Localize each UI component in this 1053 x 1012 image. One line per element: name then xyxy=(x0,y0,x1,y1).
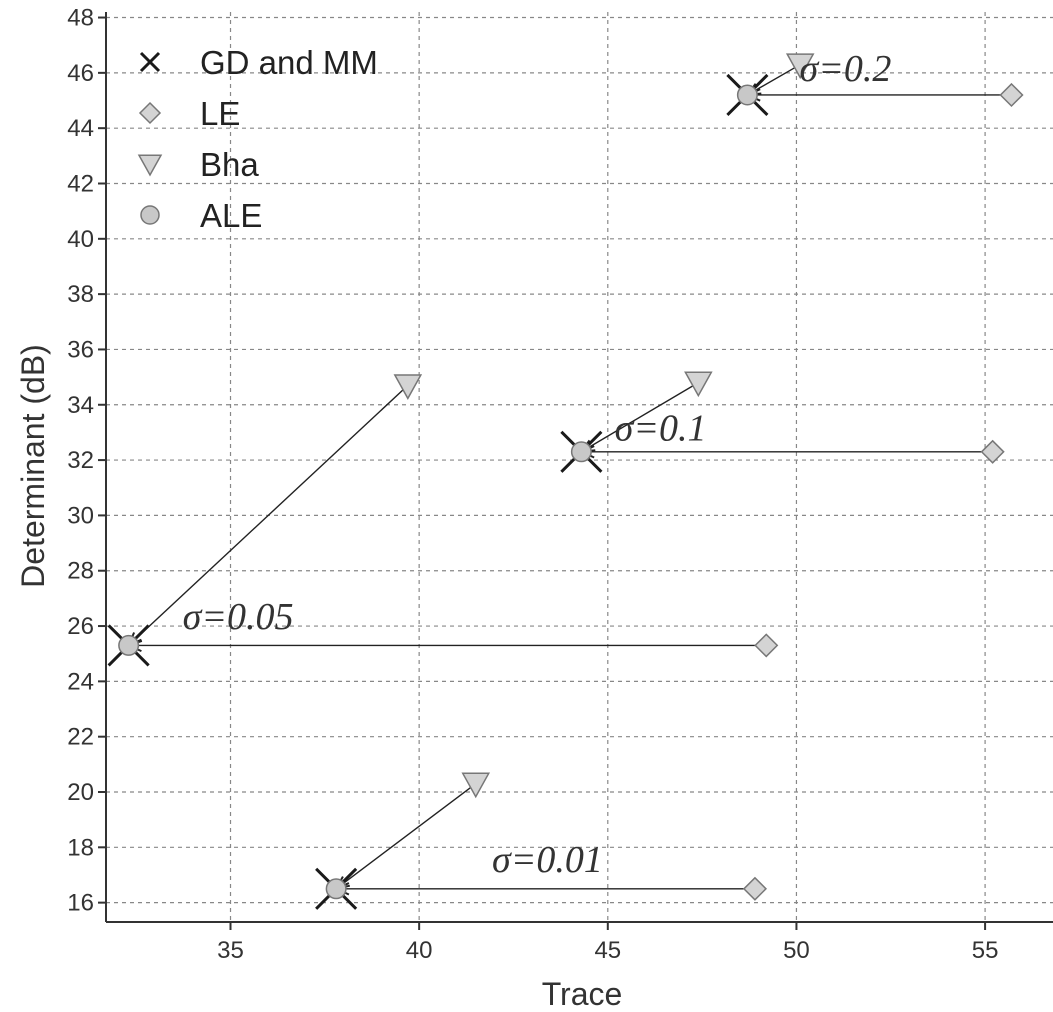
legend-label: Bha xyxy=(200,146,259,183)
legend-marker xyxy=(139,51,161,73)
point-bha xyxy=(785,53,815,80)
sigma-label: σ=0.1 xyxy=(615,408,707,450)
point-le xyxy=(999,82,1024,108)
connector-line xyxy=(581,382,699,453)
y-tick-label: 40 xyxy=(67,226,94,253)
grid-lines xyxy=(106,12,1053,922)
y-tick-label: 34 xyxy=(67,392,94,419)
y-tick-label: 24 xyxy=(67,668,94,695)
point-le xyxy=(742,876,768,901)
point-ale xyxy=(570,441,592,463)
point-bha xyxy=(684,371,713,398)
x-tick-label: 50 xyxy=(783,937,810,964)
y-tick-label: 28 xyxy=(67,558,94,585)
legend-marker xyxy=(138,101,162,125)
y-tick-label: 22 xyxy=(67,724,94,751)
data-points xyxy=(107,53,1024,910)
y-tick-label: 42 xyxy=(67,170,94,197)
y-tick-label: 18 xyxy=(67,834,94,861)
point-le xyxy=(754,633,779,658)
y-tick-label: 16 xyxy=(67,890,94,917)
point-ale xyxy=(736,84,758,106)
sigma-label: σ=0.2 xyxy=(800,48,892,90)
sigma-label: σ=0.05 xyxy=(183,596,294,638)
point-bha xyxy=(393,374,423,400)
legend-label: LE xyxy=(200,95,240,132)
point-bha xyxy=(461,772,491,799)
y-tick-label: 36 xyxy=(67,336,94,363)
y-axis-title: Determinant (dB) xyxy=(15,344,51,588)
y-tick-label: 26 xyxy=(67,613,94,640)
legend-label: GD and MM xyxy=(200,44,378,81)
y-tick-label: 46 xyxy=(67,60,94,87)
x-axis-title: Trace xyxy=(542,976,623,1012)
y-tick-label: 38 xyxy=(67,281,94,308)
sigma-label: σ=0.01 xyxy=(492,839,603,881)
y-tick-label: 30 xyxy=(67,502,94,529)
x-tick-label: 45 xyxy=(594,937,621,964)
x-tick-label: 40 xyxy=(406,937,433,964)
legend-marker xyxy=(137,154,163,177)
y-tick-label: 32 xyxy=(67,447,94,474)
connector-line xyxy=(128,384,409,646)
y-tick-label: 44 xyxy=(67,115,94,142)
point-le xyxy=(980,439,1005,464)
plot-area xyxy=(106,12,1053,922)
point-ale xyxy=(118,634,140,656)
legend: GD and MM LE Bha ALE xyxy=(137,44,378,234)
y-tick-label: 48 xyxy=(67,5,94,32)
x-axis-ticks: 35 40 45 50 55 xyxy=(217,922,998,964)
legend-marker xyxy=(140,205,160,225)
legend-label: ALE xyxy=(200,197,262,234)
x-tick-label: 35 xyxy=(217,937,244,964)
point-ale xyxy=(325,878,347,900)
y-axis-ticks: 16 18 20 22 24 26 28 30 32 34 36 38 40 42 44 46 48 xyxy=(67,5,106,917)
x-tick-label: 55 xyxy=(972,937,999,964)
y-tick-label: 20 xyxy=(67,779,94,806)
connector-line xyxy=(335,783,477,890)
sigma-annotations: σ=0.01 σ=0.05 σ=0.1 σ=0.2 xyxy=(183,48,892,881)
